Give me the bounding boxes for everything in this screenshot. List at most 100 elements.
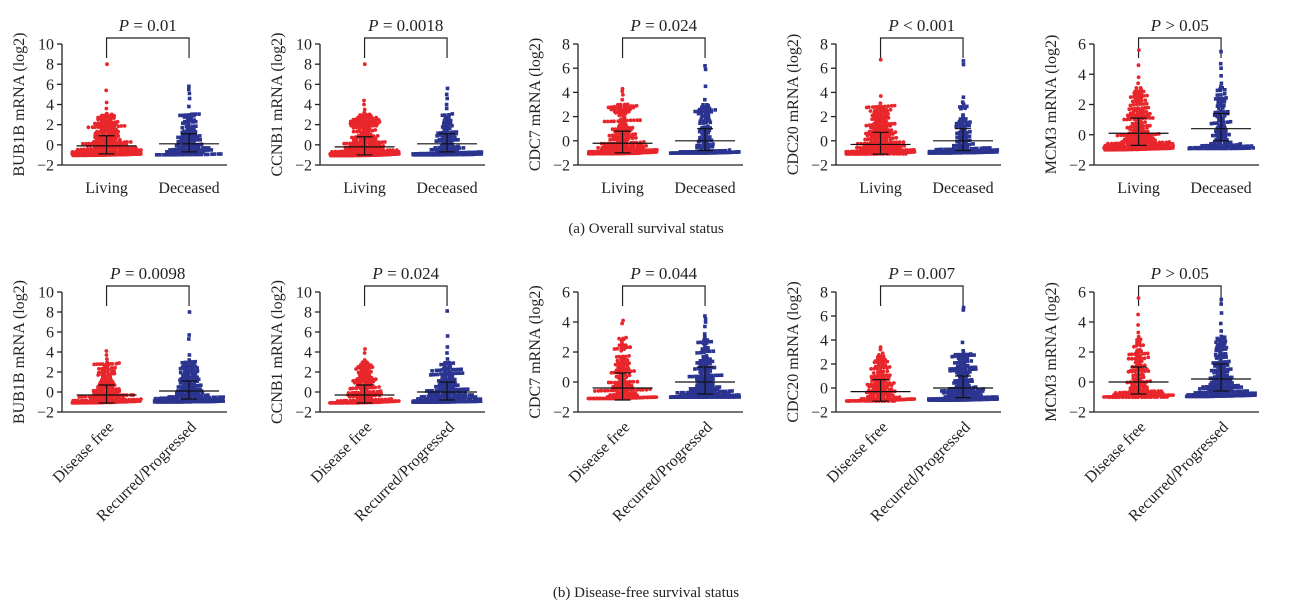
data-point bbox=[975, 393, 980, 397]
data-point bbox=[448, 133, 453, 137]
data-point bbox=[1125, 113, 1130, 118]
y-tick-label: 4 bbox=[562, 85, 570, 102]
data-point bbox=[1218, 390, 1223, 394]
data-point bbox=[1200, 390, 1204, 395]
data-point bbox=[193, 364, 198, 369]
data-point bbox=[891, 393, 895, 398]
data-point bbox=[1209, 121, 1214, 126]
data-point bbox=[1136, 89, 1140, 94]
y-tick-label: 6 bbox=[46, 325, 54, 342]
data-point bbox=[99, 113, 104, 118]
data-point bbox=[1145, 93, 1149, 98]
data-point bbox=[711, 349, 716, 353]
data-point bbox=[1140, 372, 1144, 377]
data-point bbox=[455, 150, 459, 155]
data-point bbox=[703, 64, 707, 68]
y-tick-label: 6 bbox=[1078, 285, 1086, 302]
data-point bbox=[133, 146, 138, 150]
data-point bbox=[973, 390, 978, 394]
data-point bbox=[1221, 360, 1225, 364]
data-point bbox=[708, 369, 712, 373]
data-point bbox=[1212, 113, 1217, 117]
data-point bbox=[1235, 143, 1239, 147]
significance-bracket bbox=[879, 37, 964, 58]
data-point bbox=[973, 385, 978, 389]
data-point bbox=[708, 126, 712, 130]
group-points-1 bbox=[844, 57, 917, 156]
data-point bbox=[954, 125, 958, 129]
data-point bbox=[865, 382, 870, 387]
data-point bbox=[473, 395, 478, 399]
data-point bbox=[1243, 391, 1247, 396]
data-point bbox=[1203, 390, 1208, 395]
data-point bbox=[962, 360, 967, 364]
data-point bbox=[192, 128, 196, 132]
data-point bbox=[701, 141, 706, 146]
data-point bbox=[333, 149, 338, 154]
data-point bbox=[1216, 364, 1220, 368]
data-point bbox=[964, 398, 969, 402]
data-point bbox=[892, 103, 897, 108]
data-point bbox=[952, 393, 956, 397]
data-point bbox=[105, 62, 109, 67]
data-point bbox=[988, 146, 992, 150]
data-point bbox=[615, 346, 620, 351]
y-axis-title: CDC20 mRNA (log2) bbox=[785, 34, 802, 175]
data-point bbox=[964, 124, 968, 128]
data-point bbox=[1228, 119, 1233, 124]
data-point bbox=[969, 150, 973, 155]
data-point bbox=[963, 129, 967, 133]
data-point bbox=[188, 151, 193, 155]
data-point bbox=[943, 395, 948, 399]
data-point bbox=[1229, 394, 1234, 398]
data-point bbox=[1222, 124, 1226, 128]
data-point bbox=[105, 360, 109, 365]
data-point bbox=[1223, 360, 1228, 364]
data-point bbox=[388, 148, 392, 153]
data-point bbox=[1222, 110, 1226, 114]
x-category-label: Disease free bbox=[50, 419, 118, 487]
data-point bbox=[622, 118, 626, 123]
data-point bbox=[419, 395, 424, 399]
data-point bbox=[941, 391, 946, 395]
data-point bbox=[132, 397, 137, 402]
data-point bbox=[112, 120, 117, 125]
data-point bbox=[1214, 388, 1219, 392]
data-point bbox=[698, 379, 703, 383]
data-point bbox=[187, 104, 191, 109]
data-point bbox=[981, 395, 985, 400]
data-point bbox=[950, 149, 954, 154]
data-point bbox=[698, 119, 703, 123]
data-point bbox=[193, 112, 198, 116]
y-tick-label: 4 bbox=[304, 345, 312, 362]
data-point bbox=[455, 395, 459, 400]
data-point bbox=[450, 145, 454, 149]
y-tick-label: 10 bbox=[296, 37, 312, 54]
data-point bbox=[119, 124, 124, 128]
data-point bbox=[956, 352, 961, 357]
data-point bbox=[198, 138, 202, 142]
data-point bbox=[1220, 133, 1225, 137]
data-point bbox=[1146, 105, 1151, 110]
data-point bbox=[930, 149, 934, 154]
data-point bbox=[1220, 340, 1225, 344]
data-point bbox=[362, 351, 367, 355]
data-point bbox=[1235, 389, 1239, 393]
data-point bbox=[1226, 381, 1231, 386]
data-point bbox=[339, 399, 343, 403]
data-point bbox=[950, 396, 954, 401]
y-tick-label: 6 bbox=[1078, 37, 1086, 54]
data-point bbox=[873, 359, 878, 363]
data-point bbox=[971, 388, 976, 392]
y-tick-label: 4 bbox=[304, 97, 312, 114]
data-point bbox=[616, 119, 621, 124]
data-point bbox=[128, 140, 133, 144]
data-point bbox=[1159, 389, 1164, 393]
group-points-2 bbox=[411, 86, 484, 157]
data-point bbox=[878, 345, 883, 350]
data-point bbox=[1140, 106, 1145, 110]
data-point bbox=[1207, 384, 1212, 389]
data-point bbox=[449, 377, 454, 382]
data-point bbox=[1136, 296, 1141, 300]
data-point bbox=[621, 92, 625, 97]
